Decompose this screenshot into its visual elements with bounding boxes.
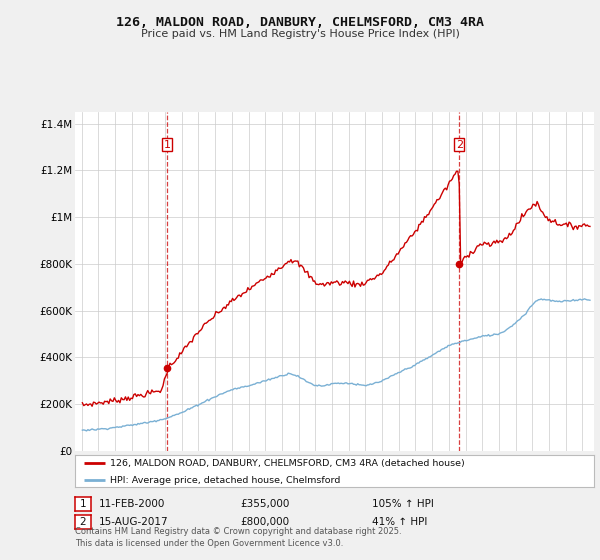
Text: £800,000: £800,000 (240, 517, 289, 527)
Text: 105% ↑ HPI: 105% ↑ HPI (372, 499, 434, 509)
Text: 15-AUG-2017: 15-AUG-2017 (99, 517, 169, 527)
Text: HPI: Average price, detached house, Chelmsford: HPI: Average price, detached house, Chel… (110, 475, 341, 484)
Text: 2: 2 (455, 139, 463, 150)
Text: Price paid vs. HM Land Registry's House Price Index (HPI): Price paid vs. HM Land Registry's House … (140, 29, 460, 39)
Text: 41% ↑ HPI: 41% ↑ HPI (372, 517, 427, 527)
Text: 11-FEB-2000: 11-FEB-2000 (99, 499, 166, 509)
Text: 126, MALDON ROAD, DANBURY, CHELMSFORD, CM3 4RA (detached house): 126, MALDON ROAD, DANBURY, CHELMSFORD, C… (110, 459, 465, 468)
Text: 2: 2 (79, 517, 86, 527)
Text: 1: 1 (164, 139, 171, 150)
Text: 1: 1 (79, 499, 86, 509)
Text: £355,000: £355,000 (240, 499, 289, 509)
Text: 126, MALDON ROAD, DANBURY, CHELMSFORD, CM3 4RA: 126, MALDON ROAD, DANBURY, CHELMSFORD, C… (116, 16, 484, 29)
Text: Contains HM Land Registry data © Crown copyright and database right 2025.
This d: Contains HM Land Registry data © Crown c… (75, 527, 401, 548)
